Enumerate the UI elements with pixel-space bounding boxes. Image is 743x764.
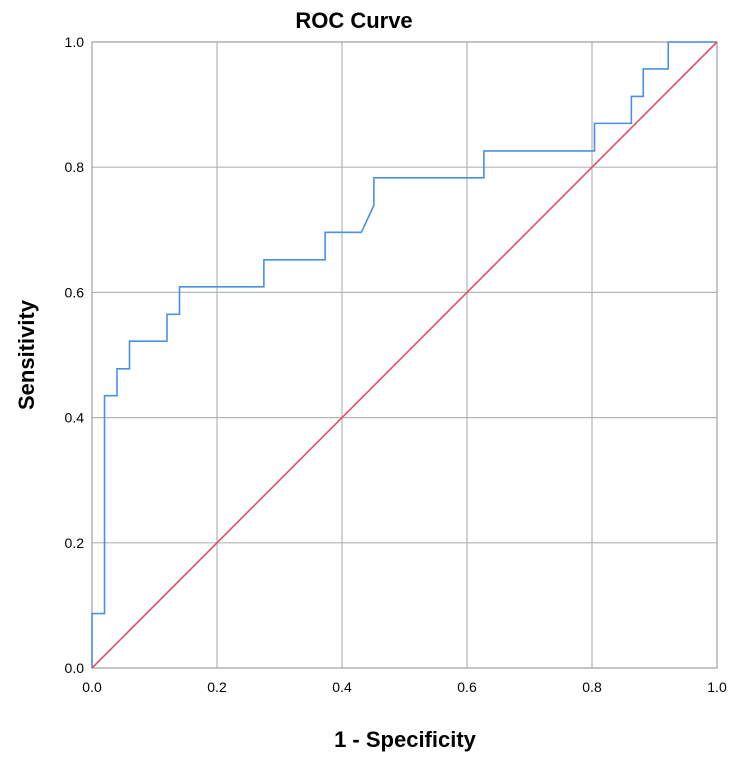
series-group <box>91 41 718 669</box>
x-tick-label: 0.2 <box>207 679 227 695</box>
plot-frame <box>91 41 718 669</box>
x-tick-label: 0.6 <box>457 679 477 695</box>
roc-curve-line <box>91 41 717 668</box>
y-tick-labels: 0.0 0.2 0.4 0.6 0.8 1.0 <box>65 34 85 676</box>
y-tick-label: 0.0 <box>65 660 85 676</box>
y-tick-label: 0.8 <box>65 159 85 175</box>
y-axis-label: Sensitivity <box>14 299 39 410</box>
x-tick-label: 0.4 <box>332 679 352 695</box>
x-axis-label: 1 - Specificity <box>334 727 477 752</box>
x-tick-labels: 0.0 0.2 0.4 0.6 0.8 1.0 <box>82 679 727 695</box>
y-tick-label: 0.6 <box>65 284 85 300</box>
chart-title: ROC Curve <box>295 8 412 33</box>
x-tick-label: 0.8 <box>582 679 602 695</box>
reference-diagonal-line <box>91 41 718 669</box>
x-tick-label: 1.0 <box>707 679 727 695</box>
x-tick-label: 0.0 <box>82 679 102 695</box>
y-tick-label: 0.4 <box>65 410 85 426</box>
y-tick-label: 1.0 <box>65 34 85 50</box>
y-tick-label: 0.2 <box>65 535 85 551</box>
